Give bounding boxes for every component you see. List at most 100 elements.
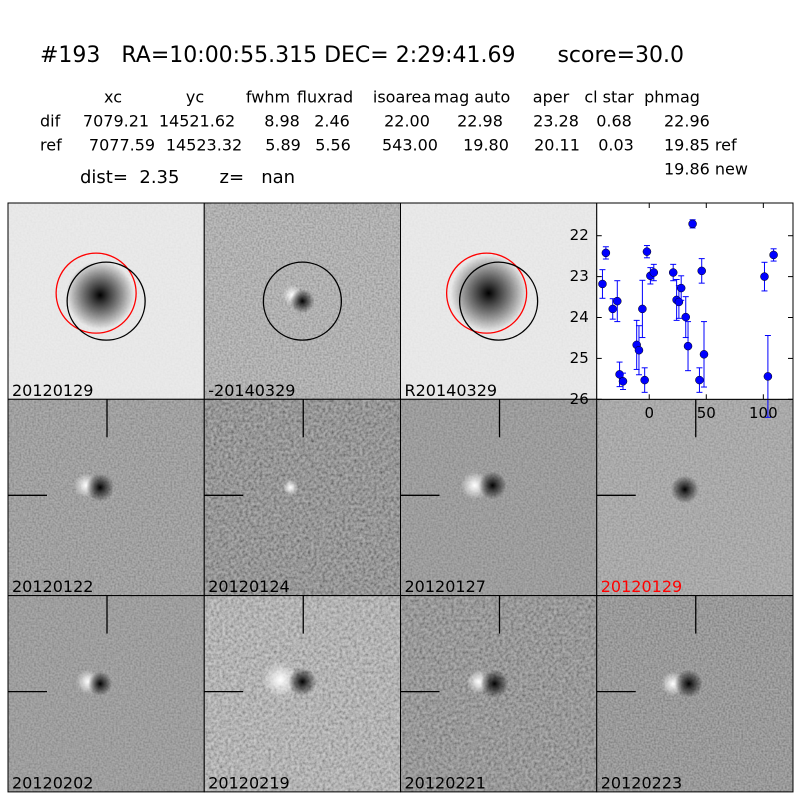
data-point bbox=[634, 345, 644, 355]
data-point bbox=[618, 377, 628, 386]
dist-line: dist= 2.35 z= nan bbox=[80, 167, 295, 188]
data-point bbox=[642, 247, 652, 256]
image-panel: 20120221 bbox=[400, 595, 598, 792]
data-point bbox=[676, 283, 686, 293]
aperture-circle bbox=[458, 261, 539, 341]
data-point bbox=[683, 341, 693, 351]
source-blob bbox=[262, 661, 299, 698]
panel-border bbox=[596, 595, 794, 793]
source-blob bbox=[480, 669, 509, 698]
data-point bbox=[615, 370, 624, 379]
data-point bbox=[697, 266, 706, 276]
image-panel: 20120124 bbox=[203, 398, 401, 597]
column-header: yc bbox=[186, 88, 204, 107]
cell: 2.46 bbox=[314, 112, 350, 131]
column-header: cl star bbox=[584, 88, 634, 107]
panel-label: 20120223 bbox=[601, 773, 682, 792]
column-header: fwhm bbox=[246, 88, 290, 107]
y-tick-label: 26 bbox=[570, 390, 589, 408]
image-panel: -20140329 bbox=[203, 202, 401, 400]
panel-label: 20120129 bbox=[12, 381, 93, 400]
phmag-new: 19.86 new bbox=[664, 160, 748, 179]
source-blob bbox=[670, 475, 699, 504]
aperture-circle bbox=[445, 252, 528, 334]
cell: 8.98 bbox=[264, 112, 300, 131]
source-blob bbox=[290, 289, 315, 314]
panel-label: 20120202 bbox=[12, 773, 93, 792]
source-blob bbox=[86, 473, 115, 502]
data-point bbox=[699, 350, 709, 359]
image-panel: R20140329 bbox=[400, 202, 598, 400]
image-panel: 20120129 bbox=[596, 398, 794, 597]
chart-border bbox=[596, 202, 794, 400]
panel-label: 20120122 bbox=[12, 577, 93, 596]
x-tick-label: 50 bbox=[697, 404, 716, 422]
cell: 5.89 bbox=[265, 136, 301, 155]
panel-label: 20120127 bbox=[405, 577, 486, 596]
cell: 22.00 bbox=[384, 112, 430, 131]
source-blob bbox=[478, 471, 507, 500]
data-point bbox=[601, 248, 611, 258]
source-blob bbox=[66, 261, 135, 330]
aperture-circle bbox=[262, 261, 343, 341]
cell: 23.28 bbox=[533, 112, 579, 131]
data-point bbox=[769, 250, 778, 260]
data-point bbox=[640, 375, 649, 385]
column-header: isoarea bbox=[373, 88, 431, 107]
data-point bbox=[763, 372, 773, 381]
source-blob bbox=[674, 669, 703, 698]
image-panel: 20120223 bbox=[596, 595, 794, 793]
column-header: xc bbox=[104, 88, 122, 107]
cell: 5.56 bbox=[315, 136, 351, 155]
image-noise bbox=[204, 399, 401, 596]
column-header: aper bbox=[533, 88, 570, 107]
column-header: phmag bbox=[644, 88, 700, 107]
image-panel: 20120129 bbox=[7, 202, 205, 400]
panel-label: 20120124 bbox=[208, 577, 289, 596]
column-header: mag auto bbox=[434, 88, 511, 107]
cell: 20.11 bbox=[534, 136, 580, 155]
panel-label: -20140329 bbox=[208, 381, 295, 400]
cell: 14523.32 bbox=[166, 136, 242, 155]
source-blob bbox=[288, 667, 317, 696]
chart-background bbox=[596, 203, 793, 400]
cell: 19.85 ref bbox=[664, 136, 737, 155]
x-tick-label: 100 bbox=[749, 404, 778, 422]
image-panel: 20120219 bbox=[203, 595, 401, 792]
data-point bbox=[598, 279, 607, 289]
data-point bbox=[638, 304, 647, 314]
cell: 7079.21 bbox=[83, 112, 149, 131]
x-tick-label: 0 bbox=[644, 404, 654, 422]
row-label: ref bbox=[40, 136, 62, 155]
aperture-circle bbox=[55, 252, 137, 334]
image-panel: 20120122 bbox=[7, 398, 205, 597]
data-point bbox=[613, 296, 622, 306]
data-point bbox=[608, 304, 617, 314]
column-header: fluxrad bbox=[297, 88, 353, 107]
cell: 14521.62 bbox=[159, 112, 235, 131]
y-tick-label: 22 bbox=[570, 226, 589, 244]
panel-label: 20120219 bbox=[208, 773, 289, 792]
image-panel: 20120127 bbox=[400, 398, 598, 597]
cell: 543.00 bbox=[382, 136, 438, 155]
data-point bbox=[695, 375, 704, 385]
cell: 0.03 bbox=[598, 136, 634, 155]
cell: 22.98 bbox=[457, 112, 503, 131]
panel-label: 20120129 bbox=[601, 577, 682, 596]
data-point bbox=[668, 268, 678, 277]
image-panel: 20120202 bbox=[7, 595, 205, 792]
row-label: dif bbox=[40, 112, 61, 131]
cell: 0.68 bbox=[596, 112, 632, 131]
panel-label: R20140329 bbox=[405, 381, 498, 400]
data-point bbox=[649, 268, 659, 277]
data-point bbox=[760, 272, 769, 281]
y-tick-label: 23 bbox=[570, 267, 589, 285]
source-blob bbox=[282, 479, 299, 496]
cell: 7077.59 bbox=[89, 136, 155, 155]
source-blob bbox=[88, 671, 113, 696]
aperture-circle bbox=[66, 261, 146, 341]
cell: 22.96 bbox=[664, 112, 710, 131]
y-tick-label: 24 bbox=[570, 308, 589, 326]
y-tick-label: 25 bbox=[570, 349, 589, 367]
